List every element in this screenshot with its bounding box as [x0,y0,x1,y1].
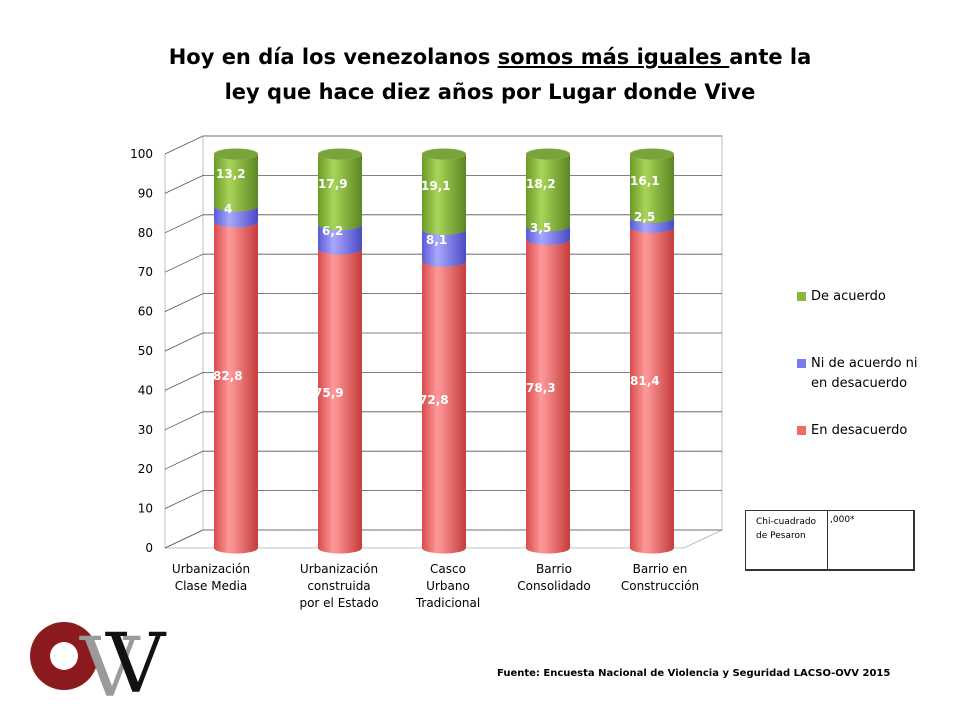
data-label: 17,9 [318,177,348,191]
source-note: Fuente: Encuesta Nacional de Violencia y… [497,668,891,679]
logo-v-gray: V [79,621,141,708]
bar-cap-de-acuerdo-4 [526,148,570,160]
y-tick-label: 10 [138,502,153,516]
bar-en-desacuerdo-4 [526,239,570,554]
data-label: 2,5 [634,210,655,224]
y-tick-label: 80 [138,226,153,240]
bar-de-acuerdo-4 [526,154,570,232]
bar-cap-de-acuerdo-3 [422,148,466,160]
data-label: 3,5 [530,221,551,235]
y-tick-label: 20 [138,462,153,476]
data-label: 19,1 [421,179,451,193]
bar-cap-de-acuerdo-2 [318,148,362,160]
y-tick-label: 0 [145,541,153,555]
bar-de-acuerdo-2 [318,154,362,231]
x-category-label: Barrio en Construcción [621,562,699,593]
gridline [164,135,722,155]
data-label: 75,9 [314,386,344,400]
y-tick-label: 60 [138,305,153,319]
data-label: 13,2 [216,167,246,181]
bar-ni-de-acuerdo-ni-en-desacuerdo-5 [630,217,674,233]
title-line-1: Hoy en día los venezolanos somos más igu… [168,45,812,69]
bar-cap-de-acuerdo-5 [630,148,674,160]
ovv-logo: V V [30,617,167,708]
chi-square-table: Chi-cuadrado de Pesaron ,000* [745,510,915,571]
bar-de-acuerdo-5 [630,154,674,223]
data-label: 6,2 [322,224,343,238]
logo-o-hole [50,642,78,670]
bar-ni-de-acuerdo-ni-en-desacuerdo-3 [422,229,466,267]
data-label: 82,8 [213,369,243,383]
data-label: 72,8 [419,393,449,407]
bar-cap-de-acuerdo-1 [214,148,258,160]
y-tick-label: 70 [138,265,153,279]
y-tick-label: 30 [138,423,153,437]
data-label: 18,2 [526,177,556,191]
bar-en-desacuerdo-1 [214,221,258,554]
bar-ni-de-acuerdo-ni-en-desacuerdo-4 [526,225,570,245]
y-tick-label: 90 [138,186,153,200]
y-tick-label: 100 [130,147,153,161]
data-label: 78,3 [526,381,556,395]
bar-de-acuerdo-1 [214,154,258,212]
data-label: 16,1 [630,174,660,188]
legend-swatch [797,426,806,435]
data-label: 81,4 [630,374,660,388]
x-category-label: Urbanización Clase Media [172,562,250,593]
data-label: 8,1 [426,233,447,247]
x-category-label: Urbanización construida por el Estado [299,562,378,610]
bar-de-acuerdo-3 [422,154,466,235]
data-label: 4 [224,202,232,216]
bar-en-desacuerdo-3 [422,261,466,554]
chi-square-label: Chi-cuadrado de Pesaron [746,511,828,569]
bar-en-desacuerdo-2 [318,248,362,554]
chi-square-value: ,000* [830,515,855,525]
chart-title: Hoy en día los venezolanos somos más igu… [100,40,880,110]
logo-v-black: V [105,617,167,708]
y-tick-label: 40 [138,383,153,397]
y-tick-label: 50 [138,344,153,358]
x-category-label: Barrio Consolidado [517,562,591,593]
title-line-2: ley que hace diez años por Lugar donde V… [224,80,756,104]
bar-en-desacuerdo-5 [630,227,674,554]
x-category-label: Casco Urbano Tradicional [415,562,480,610]
bar-ni-de-acuerdo-ni-en-desacuerdo-1 [214,206,258,228]
legend-swatch [797,292,806,301]
legend-swatch [797,359,806,368]
bar-ni-de-acuerdo-ni-en-desacuerdo-2 [318,224,362,255]
